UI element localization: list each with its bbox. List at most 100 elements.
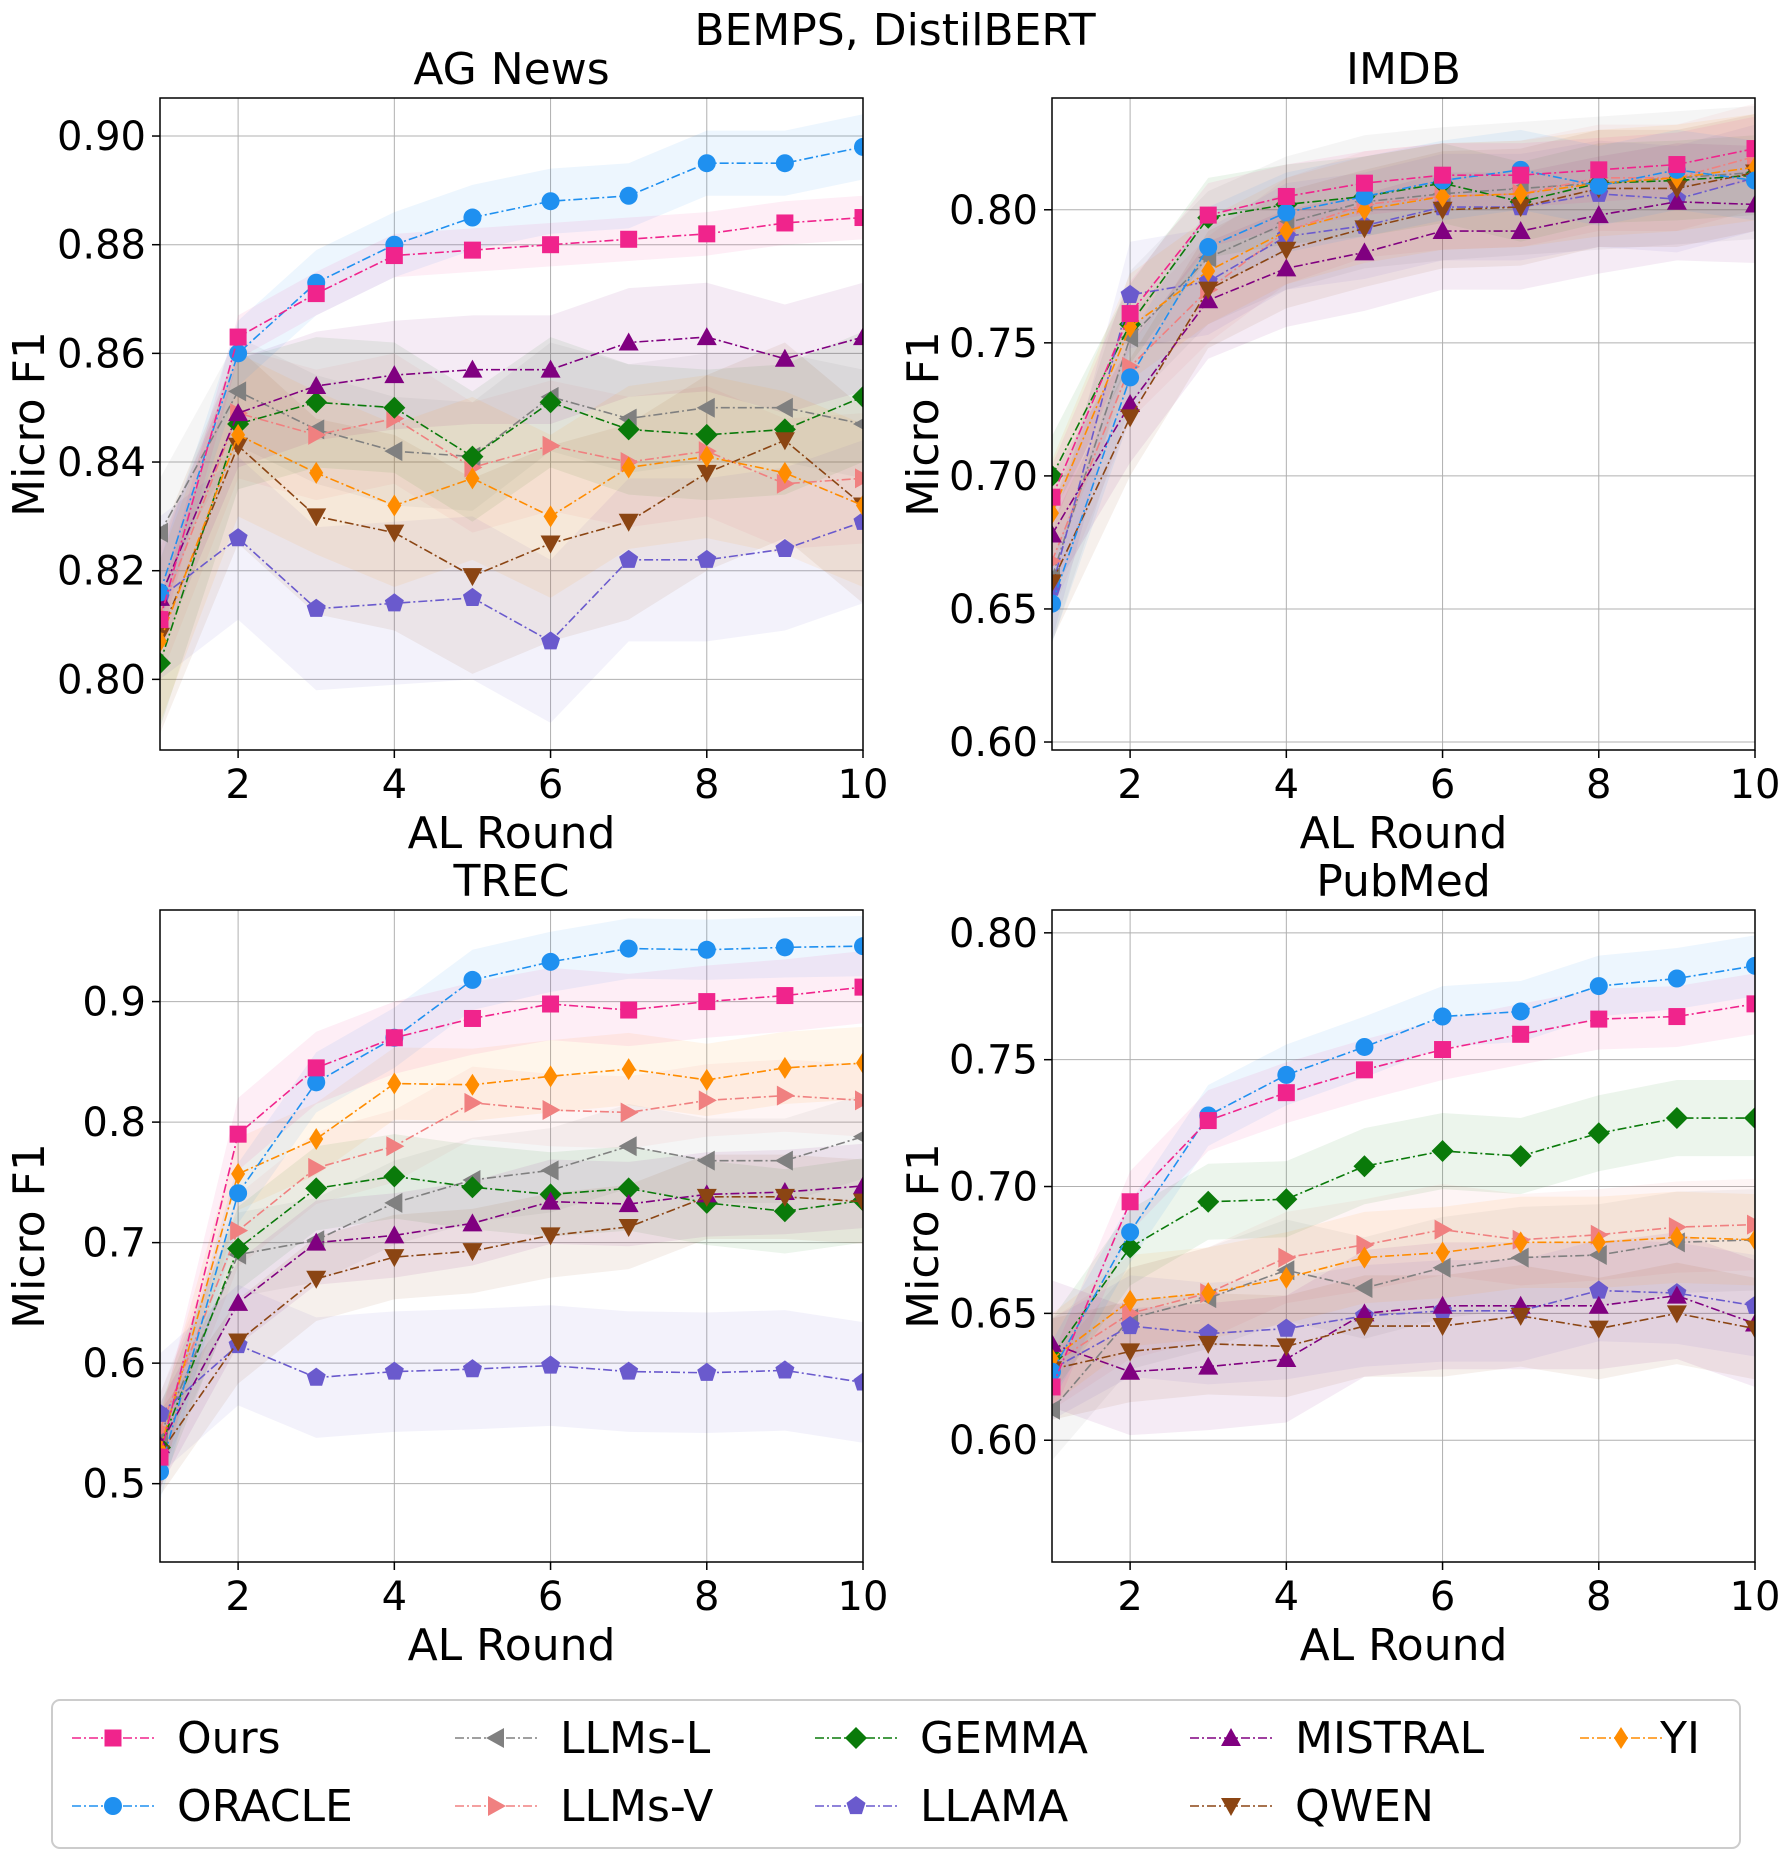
point-oracle [697, 154, 716, 173]
legend-label: Ours [177, 1713, 281, 1764]
band-oracle [160, 916, 863, 1502]
point-mistral [306, 1232, 327, 1251]
point-ours [307, 1059, 325, 1077]
point-yi [1279, 1266, 1294, 1289]
legend-marker [1221, 1798, 1241, 1816]
y-tick-label: 0.84 [57, 440, 146, 486]
point-llms-v [542, 435, 561, 456]
point-yi [856, 494, 863, 517]
figure-title: BEMPS, DistilBERT [694, 5, 1095, 56]
point-mistral [540, 359, 561, 378]
x-axis-label: AL Round [408, 808, 616, 859]
point-oracle [1121, 1223, 1140, 1242]
point-yi [1669, 1226, 1684, 1249]
point-llms-v [308, 1157, 327, 1178]
series-ours [160, 209, 863, 629]
point-qwen [306, 1270, 327, 1289]
x-tick-label: 8 [1586, 1574, 1611, 1620]
x-tick-label: 10 [1730, 1574, 1781, 1620]
point-qwen [1432, 1318, 1453, 1337]
point-yi [231, 423, 246, 446]
line-qwen [1052, 1312, 1755, 1370]
line-llama [160, 521, 863, 643]
point-qwen [1198, 1335, 1219, 1354]
subplot-pubmed: 2 4 6 8 10 0.60 0.65 0.70 0.75 0.80 PubMed AL Round… [898, 856, 1780, 1671]
point-qwen [1198, 281, 1219, 300]
point-ours [1355, 174, 1373, 192]
point-oracle [463, 970, 482, 989]
point-yi [1052, 502, 1059, 525]
line-llama [1052, 1289, 1755, 1370]
y-tick-label: 0.80 [949, 188, 1038, 234]
x-tick-label: 6 [538, 762, 563, 808]
point-qwen [384, 1249, 405, 1268]
legend-marker [845, 1727, 867, 1749]
point-qwen [384, 524, 405, 543]
point-llama [697, 1362, 717, 1381]
point-oracle [697, 940, 716, 959]
line-mistral [1052, 1294, 1755, 1373]
point-llms-l [853, 1131, 863, 1143]
point-gemma [617, 1177, 640, 1200]
point-qwen [774, 432, 795, 451]
point-gemma [1744, 1107, 1755, 1130]
band-llama [160, 440, 863, 723]
point-mistral [1276, 1349, 1297, 1368]
point-ours [1052, 1378, 1061, 1396]
legend: Ours ORACLE LLMs-L LLMs-V GEMMA LLAMA MISTRAL Q… [51, 1699, 1741, 1849]
point-mistral [1354, 1303, 1375, 1322]
point-yi [1201, 259, 1216, 282]
series-yi [160, 423, 863, 653]
point-mistral [1120, 394, 1141, 413]
point-yi [387, 1072, 402, 1095]
line-oracle [1052, 169, 1755, 604]
point-yi [621, 1058, 636, 1081]
legend-marker [486, 1728, 504, 1748]
point-ours [1277, 1084, 1295, 1102]
y-axis-label: Micro F1 [4, 1143, 55, 1329]
point-llama [306, 598, 326, 617]
legend-entry-oracle: ORACLE [72, 1781, 353, 1832]
point-gemma [461, 1176, 484, 1199]
point-qwen [1666, 1305, 1687, 1324]
line-llms-v [160, 1094, 863, 1430]
line-llama [1052, 177, 1755, 588]
plot-area [160, 114, 863, 734]
band-llms-l [160, 337, 863, 587]
band-llms-v [160, 347, 863, 680]
point-mistral [462, 359, 483, 378]
point-ours [1434, 166, 1452, 184]
band-llama [1052, 124, 1755, 641]
line-gemma [1052, 174, 1755, 477]
point-gemma [160, 652, 171, 675]
point-qwen [774, 1188, 795, 1207]
point-yi [1591, 1231, 1606, 1254]
point-ours [160, 611, 169, 629]
point-gemma [539, 391, 562, 414]
point-llama [1120, 284, 1140, 304]
legend-entry-qwen: QWEN [1190, 1781, 1434, 1832]
point-mistral [1276, 258, 1297, 277]
point-llama [1120, 1316, 1140, 1335]
line-ours [1052, 1003, 1755, 1388]
point-ours [463, 1009, 481, 1027]
plot-area [160, 916, 863, 1502]
line-ours [160, 216, 863, 620]
point-oracle [775, 938, 794, 957]
point-llms-l [1052, 1399, 1060, 1420]
point-ours [698, 993, 716, 1011]
point-mistral [306, 375, 327, 394]
point-llama [541, 631, 561, 650]
point-qwen [618, 1218, 639, 1237]
point-oracle [1277, 1065, 1296, 1084]
point-mistral [1745, 194, 1755, 213]
band-qwen [160, 342, 863, 734]
band-llms-v [1052, 103, 1755, 615]
point-gemma [773, 1200, 796, 1223]
point-mistral [774, 348, 795, 367]
point-qwen [1120, 409, 1141, 428]
x-tick-label: 2 [1117, 762, 1142, 808]
line-llms-v [160, 412, 863, 615]
y-tick-label: 0.75 [949, 321, 1038, 367]
point-qwen [540, 535, 561, 554]
